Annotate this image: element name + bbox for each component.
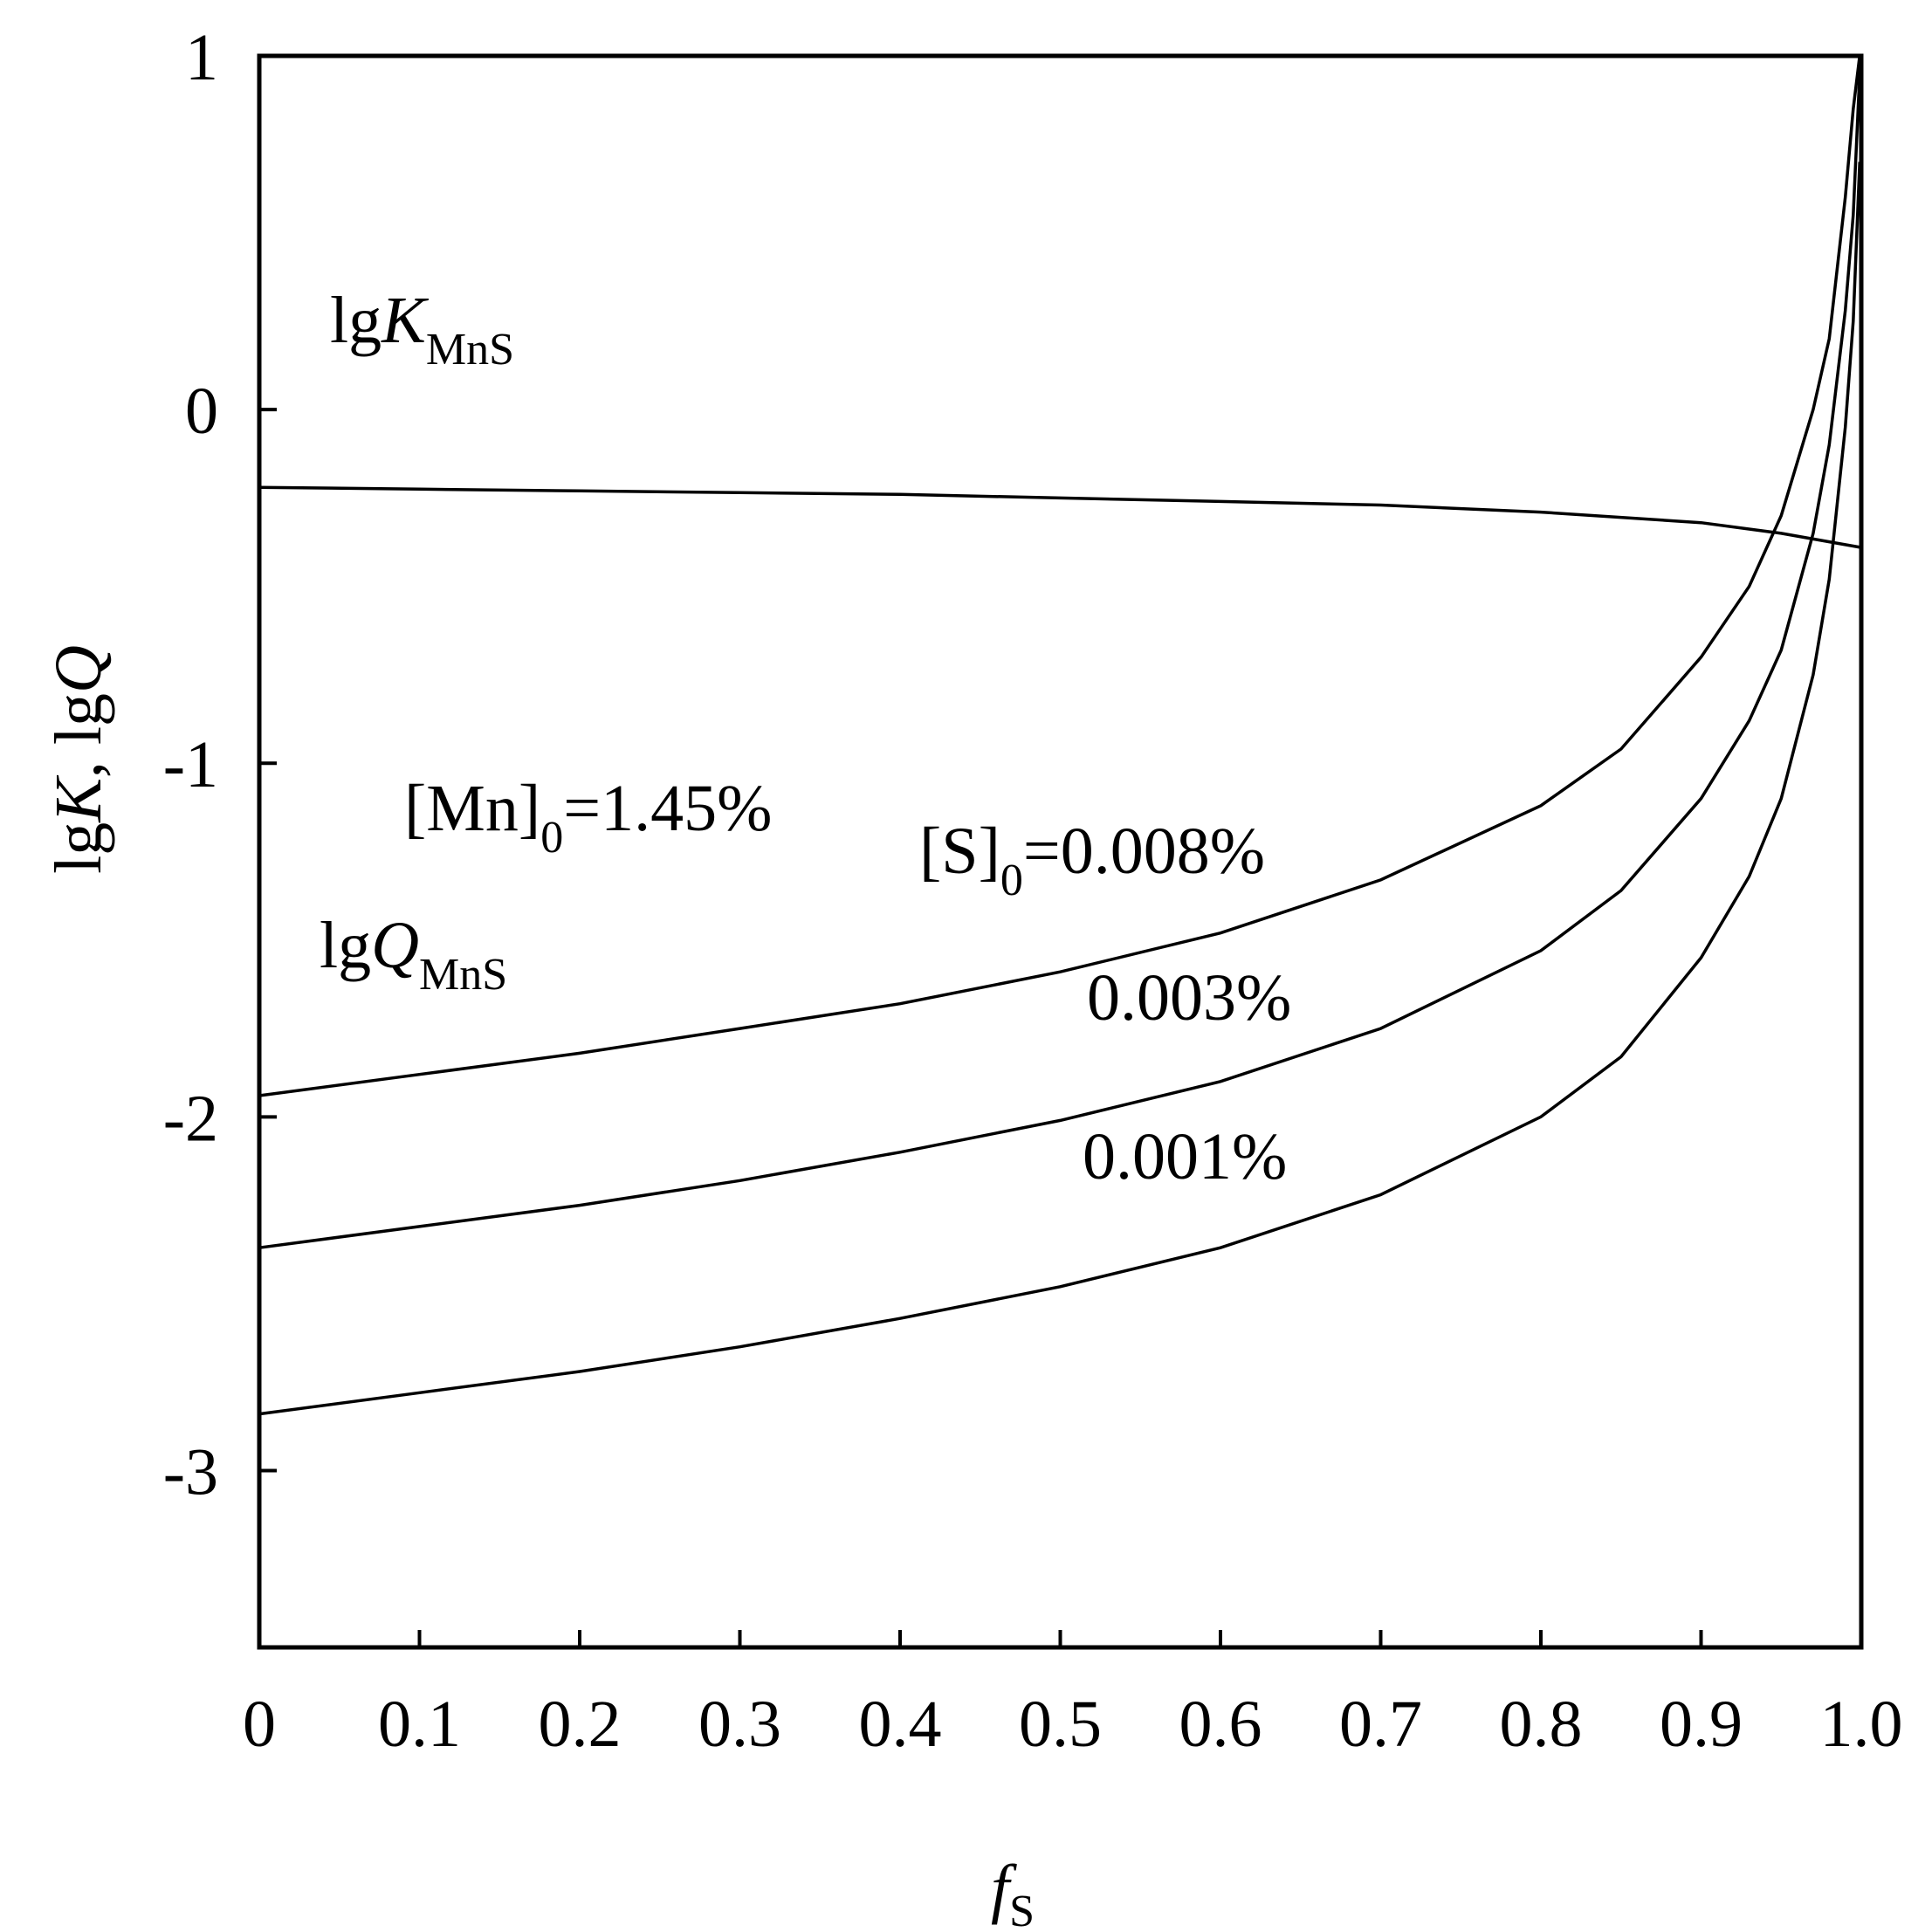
annotation-s0-pre: [S]	[919, 815, 1000, 888]
x-tick-label-9: 0.9	[1660, 1688, 1743, 1761]
series-line-2	[258, 73, 1861, 1249]
x-tick-label-7: 0.7	[1339, 1688, 1422, 1761]
annotation-s0-sub: 0	[1000, 856, 1023, 905]
curves-group	[258, 55, 1862, 1416]
annotation-lgk-mns: lgKMnS	[330, 284, 514, 375]
x-tick-label-1: 0.1	[378, 1688, 461, 1761]
y-tick-label-0: 1	[185, 21, 218, 94]
annotation-mn0-pre: [Mn]	[404, 772, 540, 845]
x-axis-title: fS	[991, 1852, 1035, 1932]
annotation-lgq-mns: lgQMnS	[320, 909, 507, 1000]
x-tick-label-5: 0.5	[1019, 1688, 1102, 1761]
y-tick-label-2: -1	[163, 728, 218, 801]
tick-labels-group: 0 0.1 0.2 0.3 0.4 0.5 0.6 0.7 0.8 0.9 1.0 1 0 -1 -2 -3	[163, 21, 1903, 1761]
ticks-group	[258, 54, 1863, 1647]
x-tick-label-8: 0.8	[1500, 1688, 1583, 1761]
annotation-mn0: [Mn]0=1.45%	[404, 772, 772, 863]
annotation-mn0-post: =1.45%	[563, 772, 772, 845]
y-axis-title-sep: ,	[42, 745, 115, 778]
y-axis-title-lg1: lg	[42, 822, 115, 874]
series-line-3	[258, 162, 1861, 1416]
x-tick-label-0: 0	[243, 1688, 276, 1761]
annotation-mn0-sub: 0	[540, 813, 563, 863]
annotation-lgk-lg: lg	[330, 284, 382, 357]
y-tick-label-1: 0	[185, 375, 218, 448]
annotation-lgq-sub: MnS	[419, 950, 507, 1000]
annotation-lgk-k: K	[381, 284, 429, 357]
x-axis-title-sub: S	[1009, 1887, 1035, 1932]
annotation-s0: [S]0=0.008%	[919, 815, 1265, 905]
y-axis-title: lgK, lgQ	[42, 645, 115, 874]
annotation-lgk-sub: MnS	[426, 325, 514, 375]
y-tick-label-3: -2	[163, 1082, 218, 1155]
x-tick-label-10: 1.0	[1820, 1688, 1903, 1761]
x-tick-label-2: 0.2	[539, 1688, 622, 1761]
x-tick-label-4: 0.4	[859, 1688, 942, 1761]
y-axis-title-q: Q	[42, 645, 115, 693]
x-tick-label-6: 0.6	[1179, 1688, 1262, 1761]
x-tick-label-3: 0.3	[698, 1688, 781, 1761]
annotation-s001: 0.001%	[1083, 1120, 1287, 1193]
annotation-s003: 0.003%	[1087, 961, 1291, 1035]
y-axis-title-lg2: lg	[42, 693, 115, 745]
annotation-lgq-q: Q	[371, 909, 419, 982]
series-line-1	[258, 55, 1861, 1097]
annotation-s0-post: =0.008%	[1023, 815, 1265, 888]
annotation-lgq-lg: lg	[320, 909, 371, 982]
y-tick-label-4: -3	[163, 1435, 218, 1509]
y-axis-title-k: K	[42, 775, 115, 823]
series-line-0	[258, 485, 1862, 549]
